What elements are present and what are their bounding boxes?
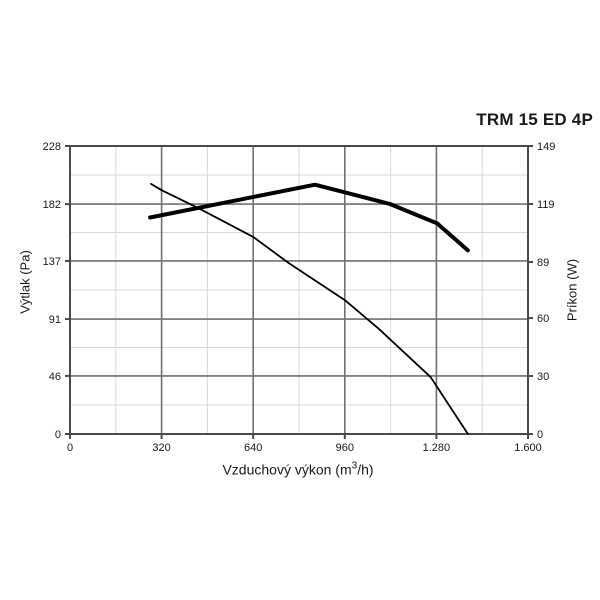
x-tick-label: 1.280	[423, 442, 451, 454]
y-right-tick-label: 89	[537, 257, 549, 269]
y-left-tick-label: 91	[49, 314, 61, 326]
x-axis-title-text: Vzduchový výkon (m	[222, 461, 352, 478]
y-right-tick-label: 149	[537, 141, 555, 153]
x-tick-label: 640	[244, 442, 262, 454]
series-vytlak-pressure-curve	[150, 182, 469, 435]
y-axis-right-title: Príkon (W)	[564, 258, 580, 322]
series-prikon-power-curve	[148, 182, 470, 253]
x-tick-label: 0	[67, 442, 73, 454]
plot-frame	[69, 145, 529, 435]
chart-title: TRM 15 ED 4P	[476, 110, 593, 129]
x-axis-title: Vzduchový výkon (m3/h)	[222, 461, 373, 478]
y-right-tick-label: 0	[537, 429, 543, 441]
x-tick-label: 960	[336, 442, 354, 454]
y-right-tick-label: 60	[537, 313, 549, 325]
y-right-tick-label: 30	[537, 371, 549, 383]
x-tick-label: 320	[152, 442, 170, 454]
y-left-tick-label: 0	[55, 429, 61, 441]
y-left-tick-label: 182	[43, 199, 61, 211]
y-axis-left-title: Výtlak (Pa)	[17, 250, 33, 314]
y-left-tick-label: 46	[49, 371, 61, 383]
y-right-tick-label: 119	[537, 199, 555, 211]
x-tick-label: 1.600	[514, 442, 542, 454]
x-axis-title-unit: /h)	[357, 461, 374, 478]
x-axis-title-superscript: 3	[351, 460, 358, 472]
y-left-tick-label: 228	[43, 141, 61, 153]
y-left-tick-label: 137	[43, 256, 61, 268]
